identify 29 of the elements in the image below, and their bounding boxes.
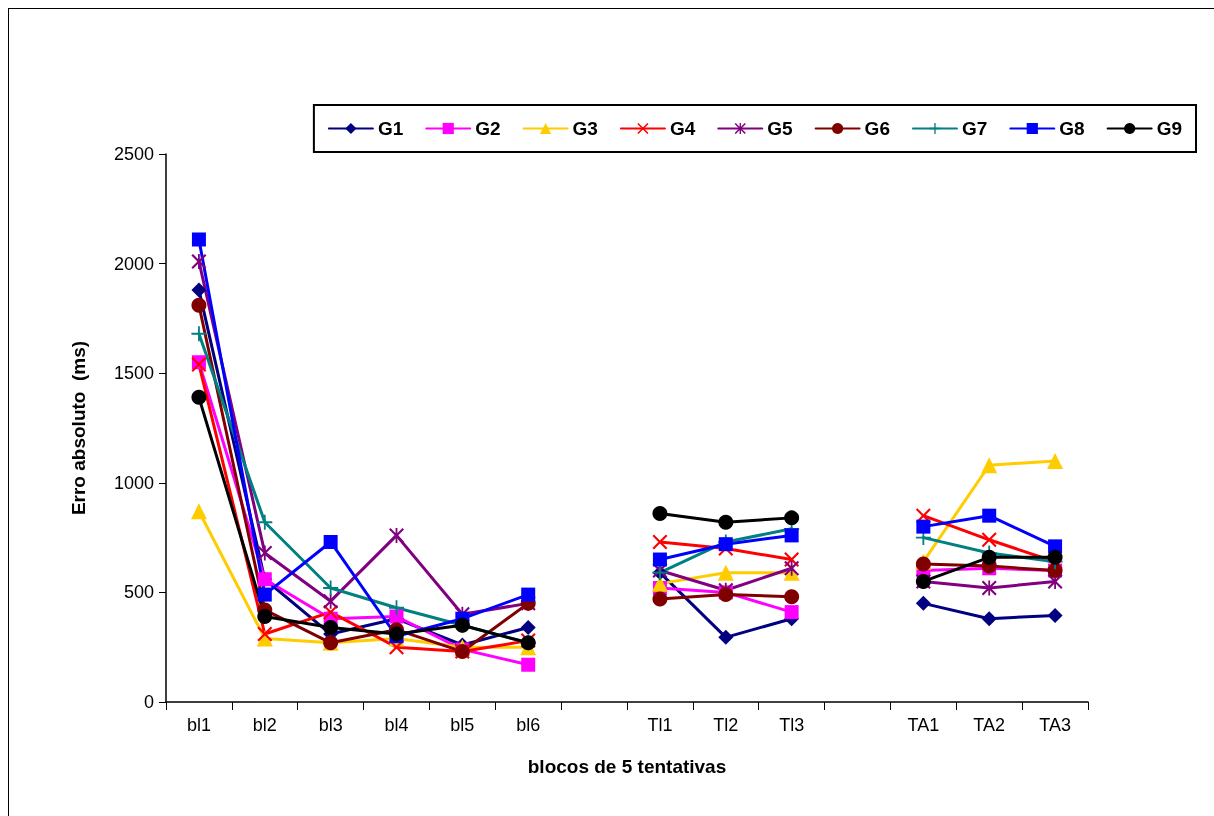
legend-label: G8	[1059, 118, 1085, 139]
legend-label: G7	[961, 118, 988, 139]
y-tick-label: 1000	[113, 472, 154, 493]
y-tick-label: 500	[123, 582, 154, 603]
legend-label: G6	[864, 118, 890, 139]
legend-label: G1	[377, 118, 404, 139]
x-tick-label: bl3	[318, 715, 343, 735]
y-axis-title: Erro absoluto (ms)	[68, 340, 89, 516]
x-tick-label: bl6	[516, 715, 541, 735]
x-tick-label: bl4	[384, 715, 409, 735]
y-tick-label: 1500	[113, 363, 154, 384]
x-tick-label: Tl3	[779, 715, 805, 735]
y-tick-label: 2500	[113, 144, 154, 164]
legend-label: G4	[669, 118, 696, 139]
x-tick-label: Tl2	[713, 715, 739, 735]
y-tick-label: 2000	[113, 253, 154, 274]
legend-label: G5	[767, 118, 794, 139]
x-tick-label: bl2	[252, 715, 277, 735]
x-tick-label: TA3	[1039, 715, 1071, 735]
legend-label: G3	[572, 118, 598, 139]
x-tick-label: TA2	[973, 715, 1006, 735]
x-tick-label: bl1	[186, 715, 211, 735]
x-tick-label: Tl1	[647, 715, 673, 735]
y-tick-label: 0	[143, 692, 154, 712]
x-tick-label: bl5	[450, 715, 475, 735]
x-axis-title: blocos de 5 tentativas	[527, 756, 727, 777]
x-tick-label: TA1	[907, 715, 940, 735]
legend-label: G2	[475, 118, 501, 139]
legend-label: G9	[1156, 118, 1183, 139]
